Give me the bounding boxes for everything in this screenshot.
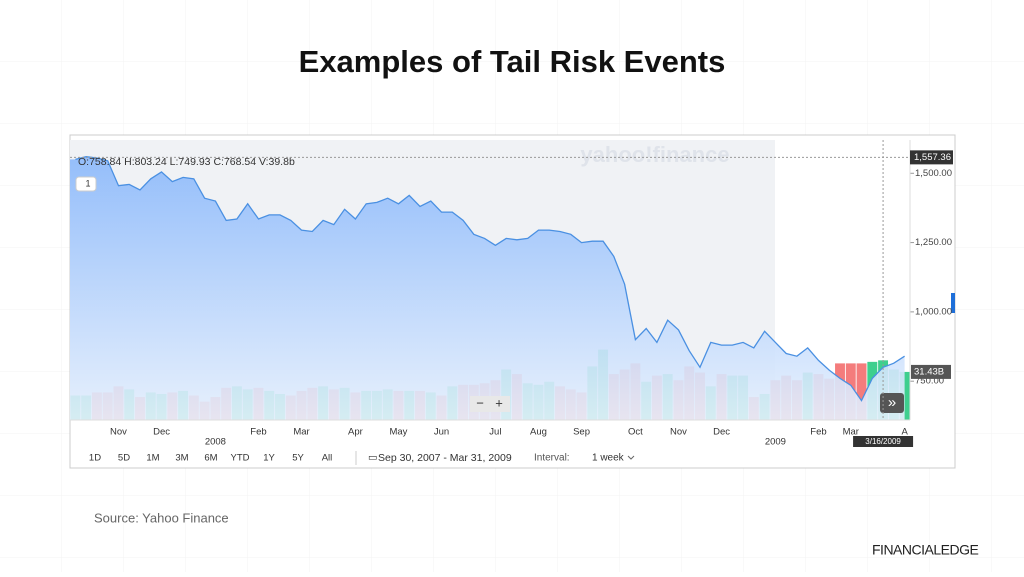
x-tick-label: Apr xyxy=(348,427,363,438)
range-button[interactable]: YTD xyxy=(231,453,250,464)
x-tick-label: Feb xyxy=(810,427,826,438)
y-tick-label: 1,000.00 xyxy=(915,306,952,317)
x-tick-label: Dec xyxy=(153,427,170,438)
zoom-box xyxy=(470,396,510,412)
crosshair-value: 1,557.36 xyxy=(914,152,951,163)
range-button[interactable]: 5D xyxy=(118,453,130,464)
range-button[interactable]: 1Y xyxy=(263,453,275,464)
range-button[interactable]: 1D xyxy=(89,453,101,464)
plot xyxy=(70,155,914,420)
interval-value[interactable]: 1 week xyxy=(592,453,625,464)
price-line xyxy=(75,155,905,402)
x-tick-label: Nov xyxy=(110,427,127,438)
year-label: 2009 xyxy=(765,437,786,448)
x-tick-label: Sep xyxy=(573,427,590,438)
x-tick-label: Mar xyxy=(293,427,309,438)
interval-label: Interval: xyxy=(534,453,570,464)
x-tick-label: Jun xyxy=(434,427,449,438)
compare-chip[interactable] xyxy=(75,176,97,192)
crosshair-date: 3/16/2009 xyxy=(865,437,901,446)
ohlc-readout: O:758.84 H:803.24 L:749.93 C:768.54 V:39… xyxy=(78,156,295,168)
range-button[interactable]: All xyxy=(322,453,333,464)
volume-label: 31.43B xyxy=(914,366,944,377)
y-tick-label: 1,250.00 xyxy=(915,237,952,248)
watermark: yahoo!finance xyxy=(580,142,729,167)
date-range[interactable]: Sep 30, 2007 - Mar 31, 2009 xyxy=(378,452,512,464)
crosshair-value-box xyxy=(910,150,953,165)
year-label: 2008 xyxy=(205,437,226,448)
scroll-label[interactable]: » xyxy=(888,394,896,411)
x-tick-label: May xyxy=(389,427,407,438)
volume-bar xyxy=(899,371,910,420)
x-tick-label: A xyxy=(901,427,908,438)
side-tab[interactable] xyxy=(951,293,955,313)
calendar-icon: ▭ xyxy=(368,453,377,464)
toolbar: 1D 5D 1M 3M 6M YTD 1Y 5Y All xyxy=(89,451,635,465)
slide-title: Examples of Tail Risk Events xyxy=(299,44,726,79)
range-button[interactable]: 3M xyxy=(175,453,188,464)
value-label-box xyxy=(911,364,951,379)
interval-caret xyxy=(627,455,635,460)
compare-chip-label[interactable]: 1 xyxy=(85,178,90,188)
x-tick-label: Jul xyxy=(489,427,501,438)
range-button[interactable]: 5Y xyxy=(292,453,304,464)
range-button[interactable]: 1M xyxy=(146,453,159,464)
zoom-in[interactable]: + xyxy=(495,395,503,410)
x-tick-label: Oct xyxy=(628,427,643,438)
crosshair-date-box xyxy=(853,436,914,447)
y-tick-label: 750.00 xyxy=(915,376,944,387)
x-tick-label: Mar xyxy=(843,427,859,438)
y-tick-label: 1,500.00 xyxy=(915,168,952,179)
zoom-out[interactable]: − xyxy=(476,395,484,410)
x-tick-label: Feb xyxy=(250,427,266,438)
range-button[interactable]: 6M xyxy=(204,453,217,464)
x-tick-label: Dec xyxy=(713,427,730,438)
x-tick-label: Nov xyxy=(670,427,687,438)
price-area xyxy=(70,156,905,420)
logo: FINANCIALEDGE xyxy=(872,542,978,558)
scroll-button[interactable] xyxy=(880,393,904,413)
x-tick-label: Aug xyxy=(530,427,547,438)
source-note: Source: Yahoo Finance xyxy=(94,510,229,525)
volume-bar xyxy=(856,363,867,420)
